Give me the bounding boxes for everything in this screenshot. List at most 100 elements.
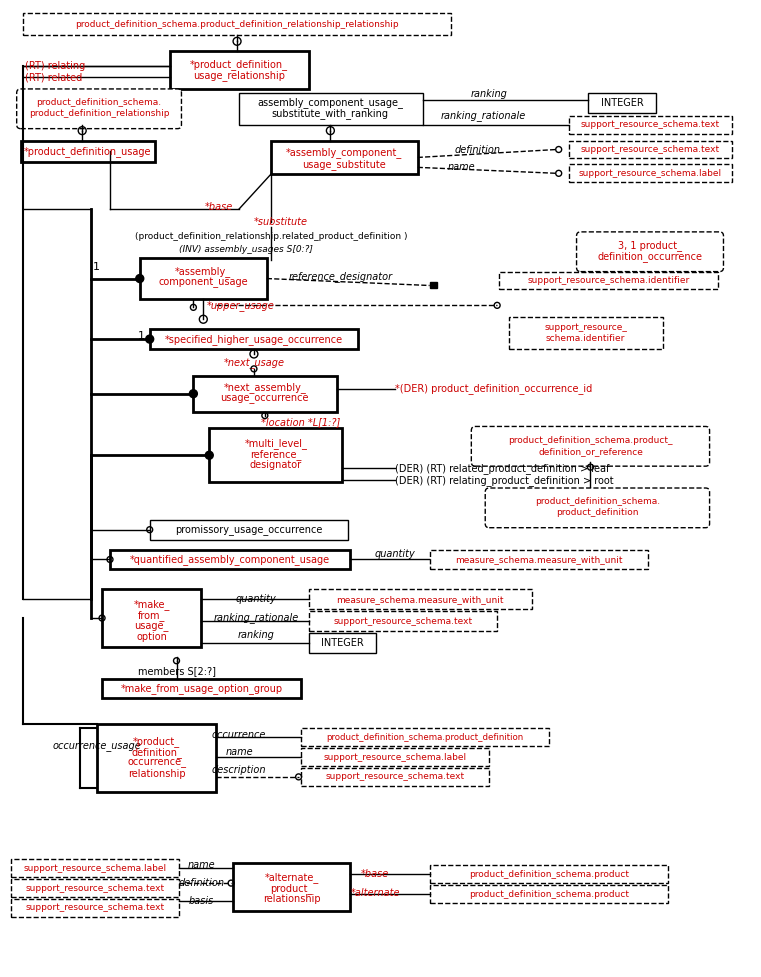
Text: product_definition_schema.product_: product_definition_schema.product_ (508, 436, 673, 445)
Text: (INV) assembly_usages S[0:?]: (INV) assembly_usages S[0:?] (179, 245, 313, 254)
Text: assembly_component_usage_: assembly_component_usage_ (257, 98, 403, 108)
Bar (308, 589, 532, 609)
Text: (DER) (RT) relating_product_definition > root: (DER) (RT) relating_product_definition >… (395, 475, 613, 486)
Text: *upper_usage: *upper_usage (207, 300, 275, 311)
Text: support_resource_: support_resource_ (544, 322, 627, 331)
Text: definition_or_reference: definition_or_reference (538, 446, 643, 456)
Text: *next_usage: *next_usage (224, 358, 285, 368)
Text: support_resource_schema.label: support_resource_schema.label (578, 169, 721, 178)
Text: support_resource_schema.label: support_resource_schema.label (323, 752, 466, 761)
Bar (568, 164, 732, 183)
Bar (11, 879, 180, 897)
FancyBboxPatch shape (17, 89, 181, 129)
Text: *make_from_usage_option_group: *make_from_usage_option_group (120, 683, 282, 694)
Text: name: name (225, 747, 253, 757)
Bar (170, 51, 308, 89)
Text: relationship: relationship (128, 769, 186, 779)
Text: (product_definition_relationship.related_product_definition ): (product_definition_relationship.related… (135, 233, 407, 241)
Text: support_resource_schema.text: support_resource_schema.text (26, 883, 164, 893)
Text: support_resource_schema.text: support_resource_schema.text (26, 904, 164, 913)
Text: *quantified_assembly_component_usage: *quantified_assembly_component_usage (130, 554, 330, 565)
Text: *assembly_: *assembly_ (175, 266, 231, 277)
Text: *next_assembly_: *next_assembly_ (224, 382, 306, 393)
Text: option: option (136, 632, 167, 642)
FancyBboxPatch shape (486, 488, 709, 528)
Text: 3, 1 product_: 3, 1 product_ (618, 240, 682, 251)
Text: occurrence: occurrence (212, 730, 266, 741)
FancyBboxPatch shape (577, 232, 724, 272)
Bar (110, 549, 350, 570)
Text: reference_: reference_ (250, 448, 301, 460)
Circle shape (205, 451, 213, 459)
Text: support_resource_schema.identifier: support_resource_schema.identifier (527, 276, 689, 285)
Text: ranking_rationale: ranking_rationale (441, 110, 526, 121)
Text: product_definition_schema.product: product_definition_schema.product (469, 889, 629, 899)
Text: ranking: ranking (237, 630, 275, 640)
Bar (239, 93, 422, 125)
Text: *base: *base (205, 202, 234, 212)
Bar (233, 864, 350, 911)
Bar (509, 318, 663, 349)
Text: *product_definition_: *product_definition_ (190, 59, 288, 69)
Bar (11, 860, 180, 877)
Bar (150, 329, 358, 349)
Text: 1: 1 (93, 262, 100, 272)
Text: product_definition_schema.: product_definition_schema. (535, 497, 660, 506)
FancyBboxPatch shape (471, 426, 709, 466)
Text: product_definition_schema.: product_definition_schema. (37, 99, 161, 107)
Text: usage_relationship: usage_relationship (193, 70, 285, 81)
Text: *product_: *product_ (133, 736, 180, 746)
Text: schema.identifier: schema.identifier (546, 333, 626, 343)
Bar (102, 679, 301, 699)
Text: promissory_usage_occurrence: promissory_usage_occurrence (175, 525, 323, 535)
Text: *product_definition_usage: *product_definition_usage (24, 146, 151, 157)
Bar (499, 272, 718, 289)
Bar (193, 376, 337, 411)
Bar (588, 93, 656, 112)
Text: occurrence_usage: occurrence_usage (53, 742, 141, 751)
Text: usage_occurrence: usage_occurrence (221, 394, 309, 404)
Text: ranking: ranking (471, 89, 508, 99)
Text: product_definition: product_definition (556, 508, 638, 517)
Text: substitute_with_ranking: substitute_with_ranking (272, 108, 389, 119)
Bar (140, 258, 267, 299)
Circle shape (135, 275, 144, 282)
Circle shape (145, 335, 154, 343)
Text: from_: from_ (138, 610, 165, 620)
Text: definition: definition (454, 146, 500, 155)
Text: designator: designator (250, 460, 302, 470)
Circle shape (189, 390, 197, 398)
Text: *location *L[1:?]: *location *L[1:?] (261, 417, 340, 428)
Bar (430, 885, 668, 903)
Bar (430, 866, 668, 883)
Text: quantity: quantity (374, 548, 416, 559)
Text: definition_: definition_ (131, 746, 182, 757)
Bar (568, 115, 732, 134)
Text: support_resource_schema.text: support_resource_schema.text (581, 120, 720, 129)
Text: usage_: usage_ (135, 621, 169, 631)
Text: INTEGER: INTEGER (601, 98, 644, 107)
Text: *base: *base (361, 870, 389, 879)
Bar (308, 611, 497, 631)
Text: members S[2:?]: members S[2:?] (138, 665, 215, 676)
Text: *substitute: *substitute (253, 217, 307, 227)
Text: usage_substitute: usage_substitute (302, 159, 386, 170)
Text: support_resource_schema.label: support_resource_schema.label (24, 864, 167, 872)
Bar (308, 633, 376, 653)
Bar (301, 728, 549, 746)
Bar (209, 429, 342, 482)
Bar (301, 768, 489, 786)
Text: occurrence_: occurrence_ (127, 758, 186, 768)
Bar (301, 748, 489, 766)
Text: measure_schema.measure_with_unit: measure_schema.measure_with_unit (455, 555, 622, 564)
Text: name: name (187, 860, 215, 871)
Bar (11, 899, 180, 916)
Text: INTEGER: INTEGER (321, 638, 364, 648)
Text: basis: basis (189, 896, 214, 906)
Bar (23, 14, 451, 35)
Text: 1: 1 (138, 331, 145, 341)
Text: (DER) (RT) related_product_definition > leaf: (DER) (RT) related_product_definition > … (395, 463, 610, 474)
Text: *(DER) product_definition_occurrence_id: *(DER) product_definition_occurrence_id (395, 383, 592, 394)
Bar (102, 589, 202, 647)
Bar (430, 549, 648, 570)
